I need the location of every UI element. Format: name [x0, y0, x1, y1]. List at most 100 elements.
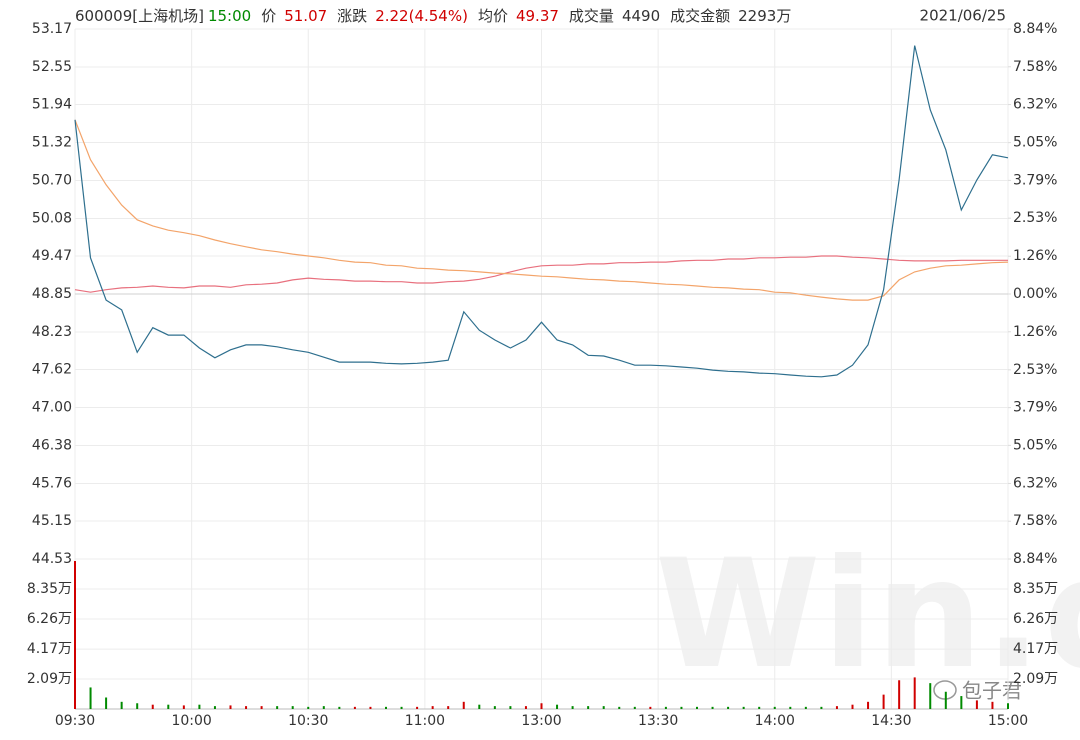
- volume-bar: [431, 706, 434, 709]
- y-tick-label: 51.94: [32, 96, 72, 112]
- field-value: 51.07: [284, 7, 327, 25]
- volume-bar: [618, 706, 621, 709]
- volume-bar: [758, 706, 761, 709]
- volume-bar: [229, 705, 232, 709]
- volume-bar: [929, 683, 932, 709]
- field-value: 2.22(4.54%): [375, 7, 468, 25]
- x-tick-label: 14:00: [755, 713, 795, 729]
- volume-bar: [851, 704, 854, 709]
- volume-bar: [960, 696, 963, 709]
- y-tick-label: 8.35万: [27, 581, 72, 597]
- volume-bar: [773, 706, 776, 709]
- watermark: Win.d: [655, 528, 1080, 702]
- volume-bar: [742, 706, 745, 709]
- volume-bar: [540, 703, 543, 709]
- volume-bar: [664, 706, 667, 709]
- y2-tick-label: 1.26%: [1013, 324, 1057, 340]
- volume-bar: [944, 691, 947, 709]
- y2-tick-label: 5.05%: [1013, 135, 1057, 151]
- volume-bar: [913, 677, 916, 709]
- y-tick-label: 49.47: [32, 248, 72, 264]
- volume-bar: [167, 704, 170, 709]
- volume-bar: [1007, 703, 1009, 709]
- y2-tick-label: 2.09万: [1013, 671, 1058, 687]
- x-tick-label: 09:30: [55, 713, 95, 729]
- y-tick-label: 2.09万: [27, 671, 72, 687]
- volume-bar: [867, 701, 870, 709]
- volume-bar: [587, 706, 590, 709]
- y-tick-label: 46.38: [32, 438, 72, 454]
- signature-group: 包子君: [933, 679, 1022, 703]
- volume-bar: [307, 706, 310, 709]
- volume-bar: [602, 706, 605, 709]
- y2-tick-label: 1.26%: [1013, 248, 1057, 264]
- y2-tick-label: 8.35万: [1013, 581, 1058, 597]
- volume-bar: [524, 706, 527, 709]
- x-tick-label: 10:00: [171, 713, 211, 729]
- volume-bar: [462, 701, 465, 709]
- volume-bar: [322, 706, 325, 709]
- field-label: 涨跌: [337, 7, 367, 25]
- volume-bar: [727, 706, 730, 709]
- volume-bar: [571, 706, 574, 709]
- y2-tick-label: 0.00%: [1013, 286, 1057, 302]
- field-label: 成交量: [569, 7, 614, 25]
- signature: 包子君: [962, 679, 1022, 703]
- y2-tick-label: 6.26万: [1013, 611, 1058, 627]
- y2-tick-label: 2.53%: [1013, 210, 1057, 226]
- x-tick-label: 11:00: [405, 713, 445, 729]
- volume-bar: [136, 703, 139, 709]
- volume-bar: [260, 706, 263, 709]
- field-label: 价: [261, 7, 276, 25]
- volume-bar: [89, 687, 92, 709]
- y2-tick-label: 6.32%: [1013, 97, 1057, 113]
- y-tick-label: 48.85: [32, 286, 72, 302]
- y-tick-label: 50.08: [32, 211, 72, 227]
- x-tick-label: 13:00: [521, 713, 561, 729]
- field-label: 成交金额: [670, 7, 730, 25]
- volume-bar: [711, 706, 714, 709]
- symbol: 600009[上海机场]: [75, 7, 204, 25]
- volume-bar: [105, 697, 108, 709]
- y-tick-label: 47.00: [32, 399, 72, 415]
- y2-tick-label: 8.84%: [1013, 21, 1057, 37]
- y-tick-label: 47.62: [32, 361, 72, 377]
- price-line: [74, 255, 1008, 293]
- y2-tick-label: 2.53%: [1013, 362, 1057, 378]
- volume-bar: [509, 706, 512, 709]
- y2-tick-label: 3.79%: [1013, 400, 1057, 416]
- volume-bar: [74, 561, 76, 709]
- volume-bar: [369, 706, 372, 709]
- y-tick-label: 52.55: [32, 59, 72, 75]
- volume-bar: [182, 705, 185, 709]
- y2-tick-label: 7.58%: [1013, 513, 1057, 529]
- volume-bar: [385, 706, 387, 709]
- volume-bar: [198, 704, 201, 709]
- volume-bar: [151, 704, 154, 709]
- volume-bar: [991, 701, 994, 709]
- y-tick-label: 53.17: [32, 21, 72, 37]
- field-value: 2293万: [738, 7, 791, 25]
- y-tick-label: 45.76: [32, 476, 72, 492]
- field-label: 均价: [478, 7, 508, 25]
- volume-bar: [291, 706, 294, 709]
- volume-bar: [447, 706, 450, 709]
- y2-tick-label: 8.84%: [1013, 551, 1057, 567]
- field-value: 4490: [622, 7, 660, 25]
- volume-bar: [835, 706, 838, 709]
- x-tick-label: 13:30: [638, 713, 678, 729]
- volume-bar: [245, 706, 248, 709]
- y-tick-label: 44.53: [32, 551, 72, 567]
- y2-tick-label: 7.58%: [1013, 59, 1057, 75]
- volume-bar: [493, 706, 496, 709]
- volume-bar: [975, 700, 978, 709]
- y-tick-label: 51.32: [32, 134, 72, 150]
- x-tick-label: 15:00: [988, 713, 1028, 729]
- volume-bar: [633, 706, 636, 709]
- volume-bar: [882, 694, 885, 709]
- volume-bar: [680, 706, 683, 709]
- field-value: 49.37: [516, 7, 559, 25]
- y-tick-label: 48.23: [32, 324, 72, 340]
